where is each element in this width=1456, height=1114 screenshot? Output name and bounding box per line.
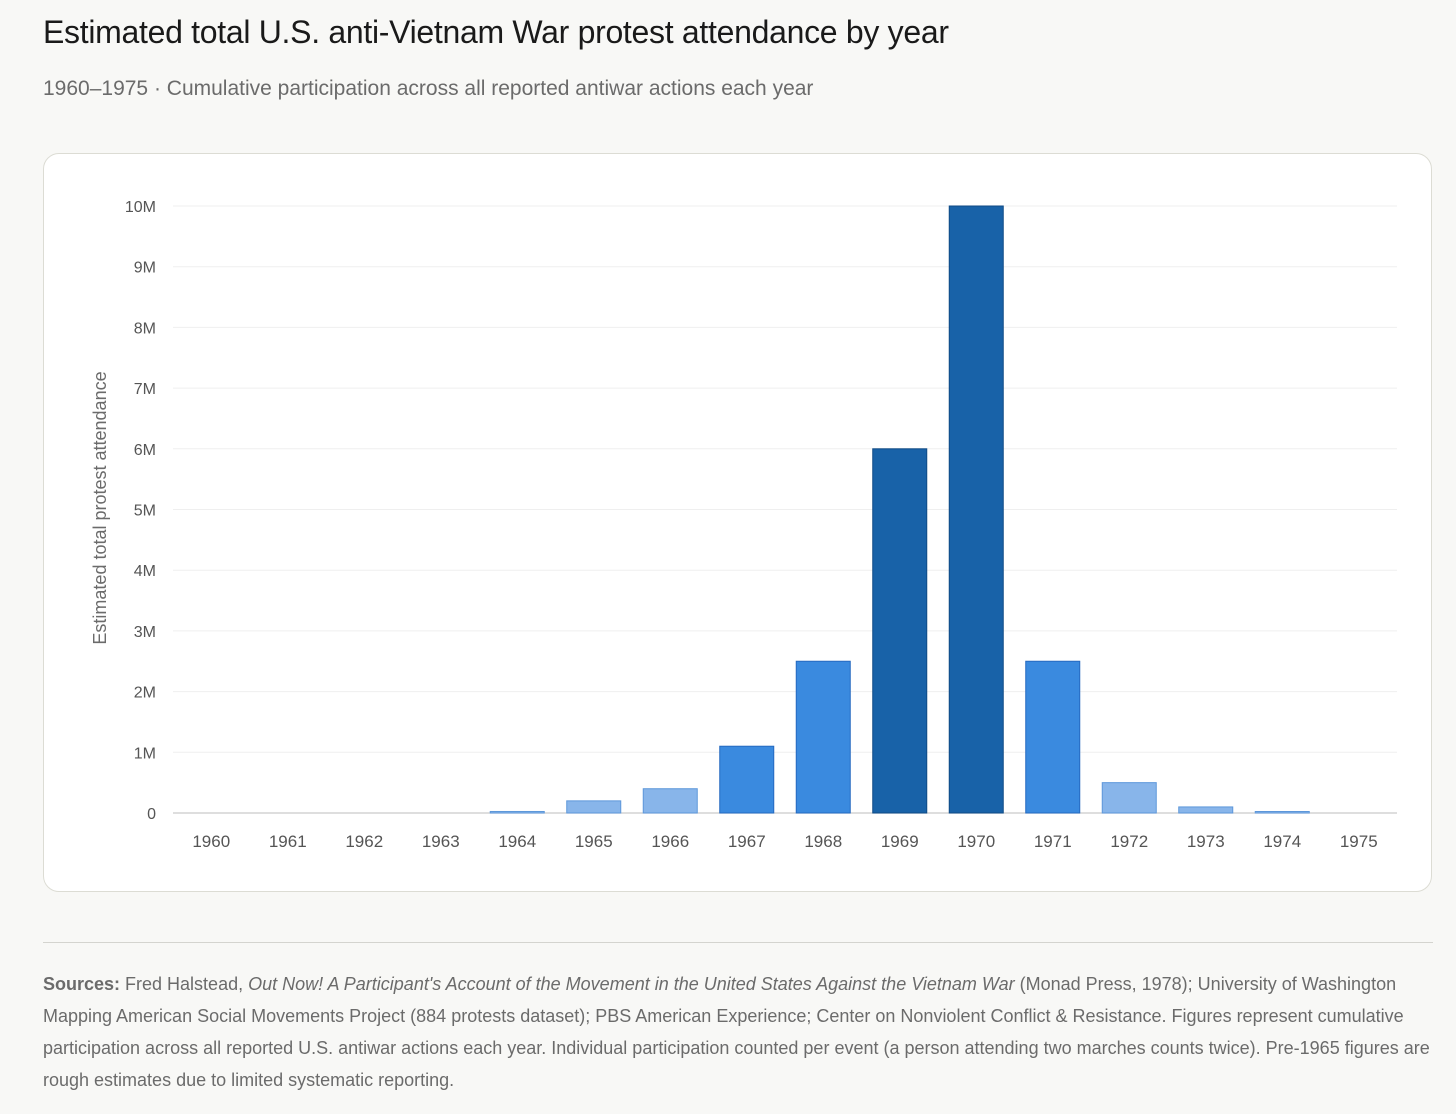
x-tick-label: 1968 bbox=[804, 832, 842, 851]
y-tick-label: 0 bbox=[147, 806, 156, 823]
sources-note: Sources: Fred Halstead, Out Now! A Parti… bbox=[43, 968, 1433, 1096]
chart-subtitle: 1960–1975 · Cumulative participation acr… bbox=[43, 77, 814, 100]
x-tick-label: 1966 bbox=[651, 832, 689, 851]
bar-1971 bbox=[1025, 660, 1081, 814]
bar-1972 bbox=[1101, 782, 1157, 814]
y-tick-label: 7M bbox=[134, 381, 156, 398]
y-axis-label: Estimated total protest attendance bbox=[90, 371, 110, 644]
x-tick-label: 1960 bbox=[192, 832, 230, 851]
bar-1965 bbox=[566, 800, 622, 814]
bars bbox=[489, 205, 1310, 814]
x-tick-label: 1963 bbox=[422, 832, 460, 851]
y-tick-label: 3M bbox=[134, 624, 156, 641]
x-tick-label: 1965 bbox=[575, 832, 613, 851]
x-tick-label: 1974 bbox=[1263, 832, 1301, 851]
sources-label: Sources: bbox=[43, 974, 121, 994]
bar-1968 bbox=[795, 660, 851, 814]
x-tick-label: 1970 bbox=[957, 832, 995, 851]
x-tick-label: 1972 bbox=[1110, 832, 1148, 851]
y-tick-label: 10M bbox=[125, 199, 156, 216]
x-tick-label: 1967 bbox=[728, 832, 766, 851]
y-tick-label: 8M bbox=[134, 320, 156, 337]
y-tick-label: 2M bbox=[134, 685, 156, 702]
x-tick-label: 1969 bbox=[881, 832, 919, 851]
y-tick-label: 1M bbox=[134, 745, 156, 762]
gridlines bbox=[173, 205, 1397, 814]
x-tick-label: 1975 bbox=[1340, 832, 1378, 851]
x-tick-label: 1971 bbox=[1034, 832, 1072, 851]
bar-1966 bbox=[642, 788, 698, 814]
bar-1974 bbox=[1254, 811, 1310, 814]
bar-1967 bbox=[719, 745, 775, 814]
bar-1964 bbox=[489, 810, 545, 814]
y-tick-label: 4M bbox=[134, 563, 156, 580]
bar-1969 bbox=[872, 448, 928, 814]
y-tick-label: 9M bbox=[134, 260, 156, 277]
footer-divider bbox=[43, 942, 1433, 943]
chart-title: Estimated total U.S. anti-Vietnam War pr… bbox=[43, 14, 949, 50]
sources-text-1: Fred Halstead, bbox=[120, 974, 249, 994]
y-tick-label: 6M bbox=[134, 442, 156, 459]
y-axis-ticks: 0 1M 2M 3M 4M 5M 6M 7M 8M 9M 10M bbox=[125, 199, 156, 823]
bar-1970 bbox=[948, 205, 1004, 814]
bar-1973 bbox=[1178, 806, 1234, 814]
x-tick-label: 1962 bbox=[345, 832, 383, 851]
sources-text-2: (Monad Press, 1978); University of Washi… bbox=[43, 974, 1430, 1090]
chart-card: 0 1M 2M 3M 4M 5M 6M 7M 8M 9M 10M 1960 1961 1962 1963 1… bbox=[43, 153, 1432, 892]
x-tick-label: 1961 bbox=[269, 832, 307, 851]
sources-book-title: Out Now! A Participant's Account of the … bbox=[248, 974, 1015, 994]
y-tick-label: 5M bbox=[134, 503, 156, 520]
x-tick-label: 1964 bbox=[498, 832, 536, 851]
x-axis-ticks: 1960 1961 1962 1963 1964 1965 1966 1967 1968 1969… bbox=[192, 832, 1377, 851]
x-tick-label: 1973 bbox=[1187, 832, 1225, 851]
